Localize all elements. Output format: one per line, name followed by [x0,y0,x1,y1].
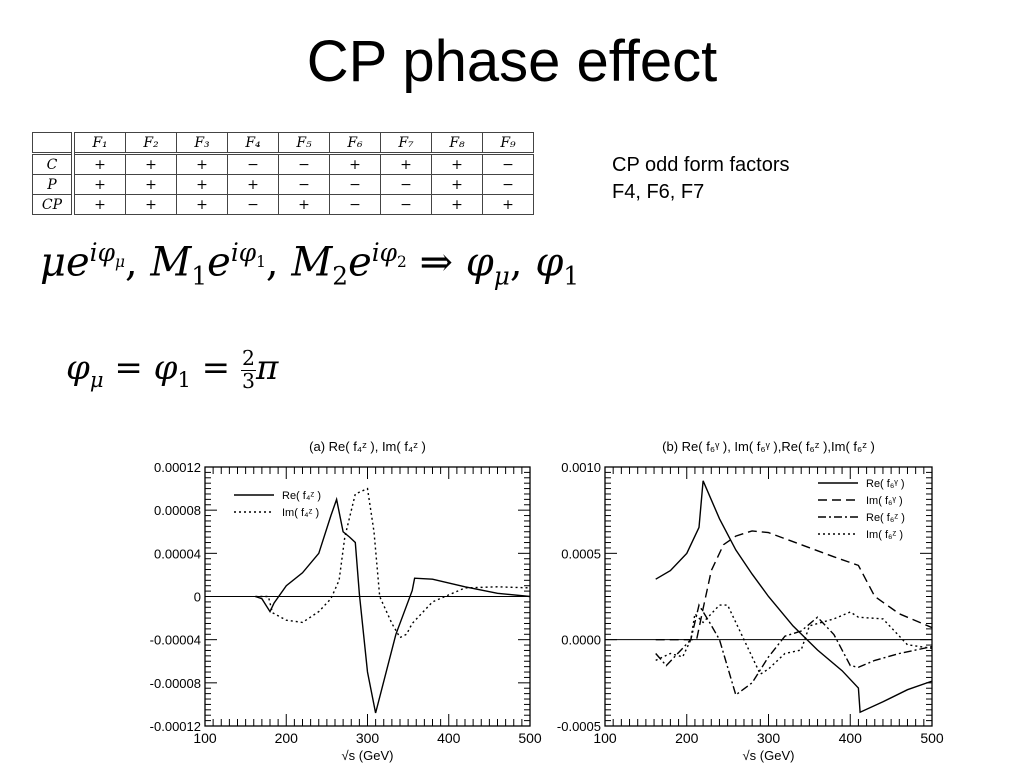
series-line-1 [655,530,933,641]
formula-sep: , [509,239,536,286]
series-line-1 [255,487,531,639]
y-tick-label: 0.00008 [154,503,201,518]
cp-property-table: F₁ F₂ F₃ F₄ F₅ F₆ F₇ F₈ F₉ C + + + − − +… [32,132,534,215]
series-line-0 [255,496,531,714]
x-tick-label: 300 [356,730,380,746]
x-tick-label: 500 [518,730,542,746]
y-tick-label: -0.00004 [150,633,201,648]
legend-label: Re( f₆ᵞ ) [866,478,905,490]
table-header-f7: F₇ [380,132,432,155]
table-row-cp: CP + + + − + − − + + [32,194,534,215]
table-header-f5: F₅ [278,132,330,155]
formula-phi-1-sub: 1 [563,261,580,291]
formula-m2: M [291,239,333,286]
phase-formula: μeiφμ, M1eiφ1, M2eiφ2 ⇒ φμ, φ1 [40,238,579,290]
y-tick-label: 0.0010 [561,460,601,475]
formula-mu: μ [40,239,66,286]
formula-pi: π [255,348,279,388]
row-label-c: C [32,153,75,175]
page-title: CP phase effect [306,29,718,94]
cp-odd-note: CP odd form factors F4, F6, F7 [612,152,789,206]
table-cell: + [482,194,534,215]
x-axis-label: √s (GeV) [342,748,394,763]
y-tick-label: 0.00004 [154,546,201,561]
x-tick-label: 200 [675,730,699,746]
y-tick-label: 0.00012 [154,460,201,475]
formula-exp-sub-1: 1 [256,252,266,271]
formula-phi: φ [153,348,178,388]
formula-phi-mu: φ [465,239,494,286]
fraction-denominator: 3 [241,368,255,393]
formula-exp-sub-2: 2 [397,252,407,271]
formula-phi-mu-sub: μ [493,261,510,291]
formula-sep: , [124,239,151,286]
legend-label: Re( f₄ᶻ ) [282,490,321,502]
x-tick-label: 500 [920,730,944,746]
table-row-p: P + + + + − − − + − [32,174,534,195]
formula-equals: = [103,348,154,388]
formula-exp-sub-mu: μ [114,252,125,271]
formula-m1: M [150,239,192,286]
table-header-f9: F₉ [482,132,534,155]
fraction-numerator: 2 [240,346,256,371]
formula-e: e [66,239,90,286]
chart-title: (a) Re( f₄ᶻ ), Im( f₄ᶻ ) [309,439,426,454]
x-tick-label: 100 [593,730,617,746]
legend-label: Im( f₆ᵞ ) [866,495,903,507]
formula-e: e [348,239,372,286]
chart-1: 100 200 300 400 500 0.0010 0.0005 0.0000 -0.0005… [557,439,944,763]
series-line-3 [655,604,933,676]
formula-sub-mu: μ [89,366,104,392]
y-tick-label: -0.00008 [150,676,201,691]
formula-equals: = [190,348,241,388]
legend-label: Im( f₆ᶻ ) [866,529,903,541]
x-tick-label: 400 [437,730,461,746]
table-cell: − [380,194,432,215]
y-tick-label: 0.0000 [561,633,601,648]
formula-implies-arrow: ⇒ [406,239,466,286]
x-tick-label: 300 [757,730,781,746]
table-header-f8: F₈ [431,132,483,155]
y-tick-label: 0.0005 [561,546,601,561]
x-tick-label: 100 [193,730,217,746]
formula-phi-1: φ [535,239,564,286]
formula-sep: , [265,239,292,286]
chart-0: 100 200 300 400 500 0.00012 0.00008 0.00004 0 -0.… [150,439,542,763]
note-line-2: F4, F6, F7 [612,181,705,203]
table-header-f4: F₄ [227,132,279,155]
x-tick-label: 400 [839,730,863,746]
y-tick-label: -0.0005 [557,719,601,734]
series-line-0 [655,480,933,714]
formula-phi: φ [66,348,90,388]
note-line-1: CP odd form factors [612,154,790,176]
table-cell: − [329,194,381,215]
x-tick-label: 200 [275,730,299,746]
table-header-f3: F₃ [176,132,228,155]
table-header-f6: F₆ [329,132,381,155]
legend-label: Im( f₄ᶻ ) [282,507,319,519]
formula-sub-1: 1 [177,366,191,392]
formula-exp-iphi: iφ [89,238,115,267]
y-tick-label: -0.00012 [150,719,201,734]
chart-title: (b) Re( f₆ᵞ ), Im( f₆ᵞ ),Re( f₆ᶻ ),Im( f… [662,439,875,454]
formula-exp-iphi: iφ [230,238,257,267]
table-header-row: F₁ F₂ F₃ F₄ F₅ F₆ F₇ F₈ F₉ [32,132,534,155]
formula-exp-iphi: iφ [371,238,398,267]
formula-m2-sub: 2 [332,261,349,291]
y-tick-label: 0 [194,590,201,605]
table-row-c: C + + + − − + + + − [32,153,534,175]
table-header-f1: F₁ [72,132,126,155]
table-corner-cell [32,132,75,155]
formula-e: e [207,239,231,286]
x-axis-label: √s (GeV) [743,748,795,763]
row-label-cp: CP [32,194,75,215]
series-line-2 [655,603,933,697]
formula-m1-sub: 1 [191,261,208,291]
legend-label: Re( f₆ᶻ ) [866,512,905,524]
